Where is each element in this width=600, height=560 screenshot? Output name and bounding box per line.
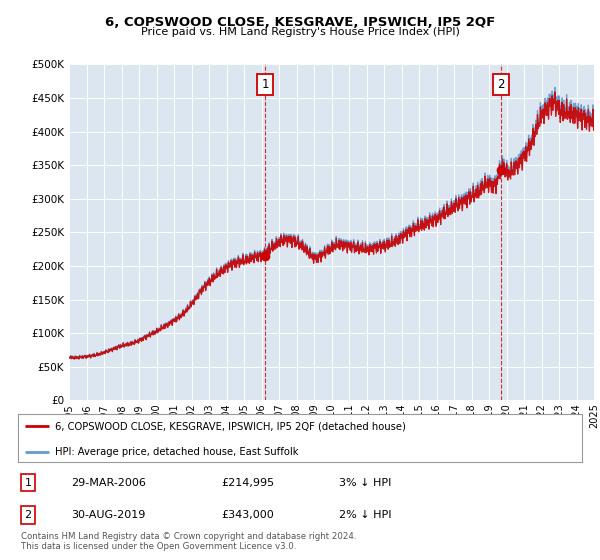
Text: 30-AUG-2019: 30-AUG-2019 [71, 510, 146, 520]
Text: 1: 1 [262, 78, 269, 91]
Text: £214,995: £214,995 [221, 478, 274, 488]
Text: 6, COPSWOOD CLOSE, KESGRAVE, IPSWICH, IP5 2QF: 6, COPSWOOD CLOSE, KESGRAVE, IPSWICH, IP… [105, 16, 495, 29]
Text: 6, COPSWOOD CLOSE, KESGRAVE, IPSWICH, IP5 2QF (detached house): 6, COPSWOOD CLOSE, KESGRAVE, IPSWICH, IP… [55, 421, 406, 431]
Text: Contains HM Land Registry data © Crown copyright and database right 2024.
This d: Contains HM Land Registry data © Crown c… [21, 532, 356, 552]
Text: Price paid vs. HM Land Registry's House Price Index (HPI): Price paid vs. HM Land Registry's House … [140, 27, 460, 37]
Text: 1: 1 [25, 478, 32, 488]
Text: 2: 2 [497, 78, 505, 91]
Text: 2% ↓ HPI: 2% ↓ HPI [340, 510, 392, 520]
Text: 29-MAR-2006: 29-MAR-2006 [71, 478, 146, 488]
Text: HPI: Average price, detached house, East Suffolk: HPI: Average price, detached house, East… [55, 446, 298, 456]
Text: 3% ↓ HPI: 3% ↓ HPI [340, 478, 392, 488]
Text: £343,000: £343,000 [221, 510, 274, 520]
Text: 2: 2 [25, 510, 32, 520]
